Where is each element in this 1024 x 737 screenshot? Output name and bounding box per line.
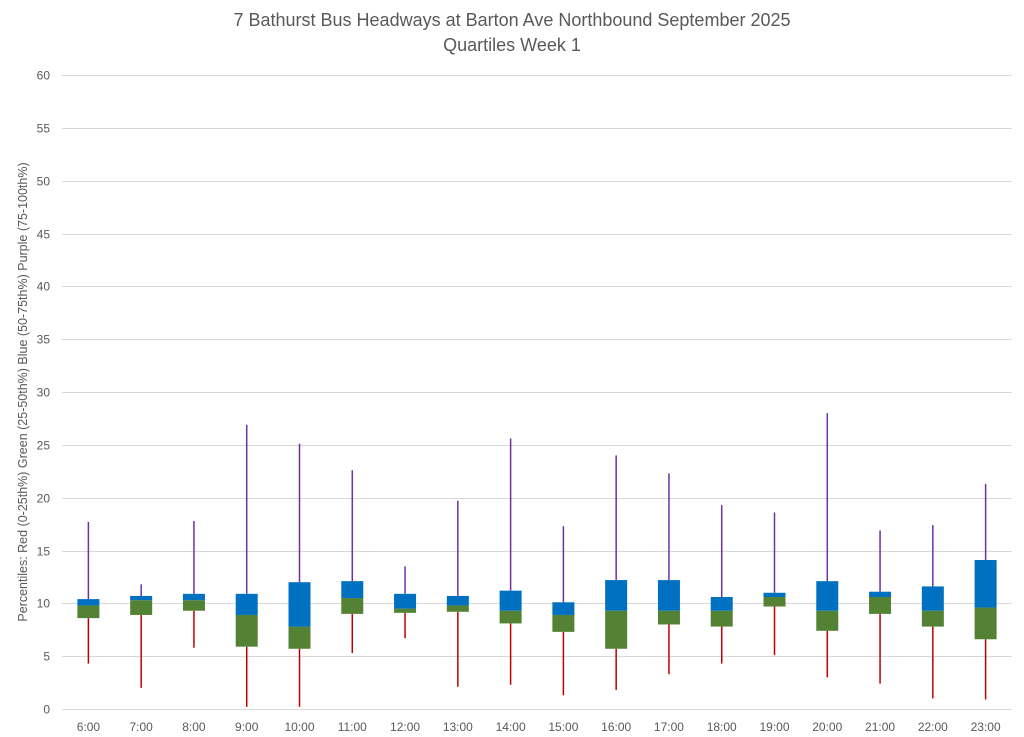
- box-q2: [235, 614, 258, 647]
- x-tick-label: 8:00: [182, 720, 206, 734]
- box-q2: [921, 610, 944, 627]
- box-q3: [763, 592, 786, 597]
- box-q3: [499, 590, 522, 611]
- y-tick-label: 50: [37, 175, 51, 189]
- box-q2: [710, 610, 733, 627]
- box-15:00: [552, 526, 575, 696]
- box-q2: [816, 610, 839, 631]
- box-q2: [869, 596, 892, 614]
- box-11:00: [341, 470, 364, 653]
- box-q3: [77, 599, 100, 606]
- box-23:00: [974, 483, 997, 700]
- y-tick-label: 60: [37, 69, 51, 83]
- y-tick-label: 10: [37, 597, 51, 611]
- chart-subtitle: Quartiles Week 1: [443, 35, 581, 55]
- y-tick-label: 35: [37, 333, 51, 347]
- box-16:00: [605, 455, 628, 690]
- x-tick-label: 22:00: [918, 720, 948, 734]
- x-tick-label: 14:00: [496, 720, 526, 734]
- x-tick-label: 18:00: [707, 720, 737, 734]
- box-12:00: [394, 566, 417, 639]
- box-q3: [235, 593, 258, 615]
- box-14:00: [499, 438, 522, 685]
- box-7:00: [130, 584, 153, 688]
- x-tick-label: 21:00: [865, 720, 895, 734]
- x-tick-label: 7:00: [129, 720, 153, 734]
- box-q3: [446, 595, 469, 606]
- box-q2: [77, 605, 100, 619]
- box-22:00: [921, 525, 944, 699]
- box-q3: [657, 580, 680, 611]
- gridlines: [62, 75, 1012, 710]
- box-20:00: [816, 413, 839, 678]
- box-q3: [974, 560, 997, 608]
- box-q3: [921, 586, 944, 611]
- box-q2: [763, 596, 786, 607]
- box-q3: [341, 581, 364, 599]
- box-q3: [182, 593, 205, 601]
- box-q3: [605, 580, 628, 611]
- box-q2: [499, 610, 522, 624]
- x-tick-label: 9:00: [235, 720, 259, 734]
- box-q2: [605, 610, 628, 649]
- box-q3: [869, 591, 892, 597]
- x-tick-label: 23:00: [971, 720, 1001, 734]
- box-q2: [552, 614, 575, 632]
- box-q2: [974, 607, 997, 640]
- box-q2: [341, 598, 364, 614]
- x-tick-label: 11:00: [338, 720, 367, 734]
- box-q3: [288, 582, 311, 627]
- x-tick-label: 15:00: [548, 720, 578, 734]
- y-tick-label: 20: [37, 492, 51, 506]
- chart-title: 7 Bathurst Bus Headways at Barton Ave No…: [233, 10, 790, 30]
- y-tick-label: 30: [37, 386, 51, 400]
- box-q2: [657, 610, 680, 625]
- box-q3: [710, 596, 733, 611]
- y-tick-label: 25: [37, 439, 51, 453]
- box-plot-marks: [77, 413, 997, 707]
- x-tick-label: 13:00: [443, 720, 473, 734]
- box-13:00: [446, 500, 469, 687]
- x-tick-label: 19:00: [759, 720, 789, 734]
- box-q2: [288, 626, 311, 649]
- box-q3: [394, 593, 417, 609]
- x-tick-label: 17:00: [654, 720, 684, 734]
- box-21:00: [869, 530, 892, 684]
- box-q3: [130, 595, 153, 601]
- box-q3: [816, 581, 839, 611]
- box-10:00: [288, 443, 311, 707]
- x-tick-label: 16:00: [601, 720, 631, 734]
- y-axis-ticks: 0 5 10 15 20 25 30 35 40 45 50 55 60: [37, 69, 51, 717]
- box-17:00: [657, 473, 680, 675]
- x-tick-label: 6:00: [77, 720, 101, 734]
- y-axis-label: Percentiles: Red (0-25th%) Green (25-50t…: [16, 162, 30, 621]
- box-q3: [552, 602, 575, 615]
- y-tick-label: 45: [37, 228, 51, 242]
- box-19:00: [763, 512, 786, 656]
- box-q2: [130, 600, 153, 615]
- y-tick-label: 15: [37, 545, 51, 559]
- box-6:00: [77, 521, 100, 664]
- box-q2: [182, 600, 205, 611]
- x-axis-ticks: 6:00 7:00 8:00 9:00 10:00 11:00 12:00 13:00 14:0…: [77, 720, 1001, 734]
- y-tick-label: 0: [43, 703, 50, 717]
- y-tick-label: 55: [37, 122, 51, 136]
- y-tick-label: 5: [43, 650, 50, 664]
- x-tick-label: 12:00: [390, 720, 420, 734]
- box-q2: [446, 605, 469, 612]
- box-q2: [394, 608, 417, 613]
- box-18:00: [710, 505, 733, 664]
- box-8:00: [182, 520, 205, 648]
- x-tick-label: 10:00: [284, 720, 314, 734]
- x-tick-label: 20:00: [812, 720, 842, 734]
- box-9:00: [235, 424, 258, 707]
- y-tick-label: 40: [37, 280, 51, 294]
